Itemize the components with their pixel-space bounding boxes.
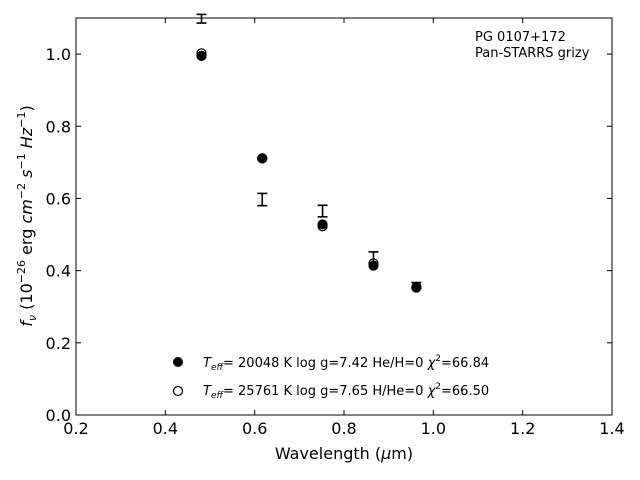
y-tick-label: 1.0: [46, 45, 71, 64]
x-tick-label: 0.6: [242, 419, 267, 438]
plot-area: 0.2 0.4 0.6 0.8 1.0 1.2 1.40.00.20.40.60.81.0: [46, 13, 625, 438]
x-axis-label: Wavelength (μm): [275, 444, 413, 463]
x-tick-label: 0.4: [153, 419, 178, 438]
error-bar: [317, 204, 328, 218]
x-tick-label: 1.0: [421, 419, 446, 438]
y-tick-label: 0.8: [46, 117, 71, 136]
model-point-open: [411, 281, 422, 292]
legend-entry-2: Teff= 25761 K log g=7.65 H/He=0 χ2=66.50: [203, 382, 489, 401]
legend-marker-open: [172, 385, 184, 397]
object-label: PG 0107+172: [475, 30, 566, 45]
model-point-open: [196, 48, 207, 59]
y-tick-label: 0.2: [46, 334, 71, 353]
model-point-open: [317, 221, 328, 232]
y-axis-label: fν (10−26 erg cm−2 s−1 Hz−1): [15, 105, 39, 326]
x-tick-label: 0.2: [63, 419, 88, 438]
y-tick-label: 0.0: [46, 406, 71, 425]
legend: Teff= 20048 K log g=7.42 He/H=0 χ2=66.84…: [172, 354, 489, 401]
survey-label: Pan-STARRS grizy: [475, 46, 590, 61]
y-tick-label: 0.4: [46, 262, 71, 281]
x-tick-label: 1.2: [510, 419, 535, 438]
y-tick-label: 0.6: [46, 189, 71, 208]
legend-entry-1: Teff= 20048 K log g=7.42 He/H=0 χ2=66.84: [203, 354, 489, 373]
model-point-filled: [368, 260, 379, 271]
error-bar: [196, 13, 207, 24]
model-point-filled: [196, 50, 207, 61]
legend-marker-filled: [173, 357, 183, 367]
x-tick-label: 0.8: [331, 419, 356, 438]
x-tick-label: 1.4: [599, 419, 624, 438]
error-bar: [257, 192, 268, 207]
model-point-open: [257, 153, 268, 164]
model-point-open: [368, 258, 379, 269]
